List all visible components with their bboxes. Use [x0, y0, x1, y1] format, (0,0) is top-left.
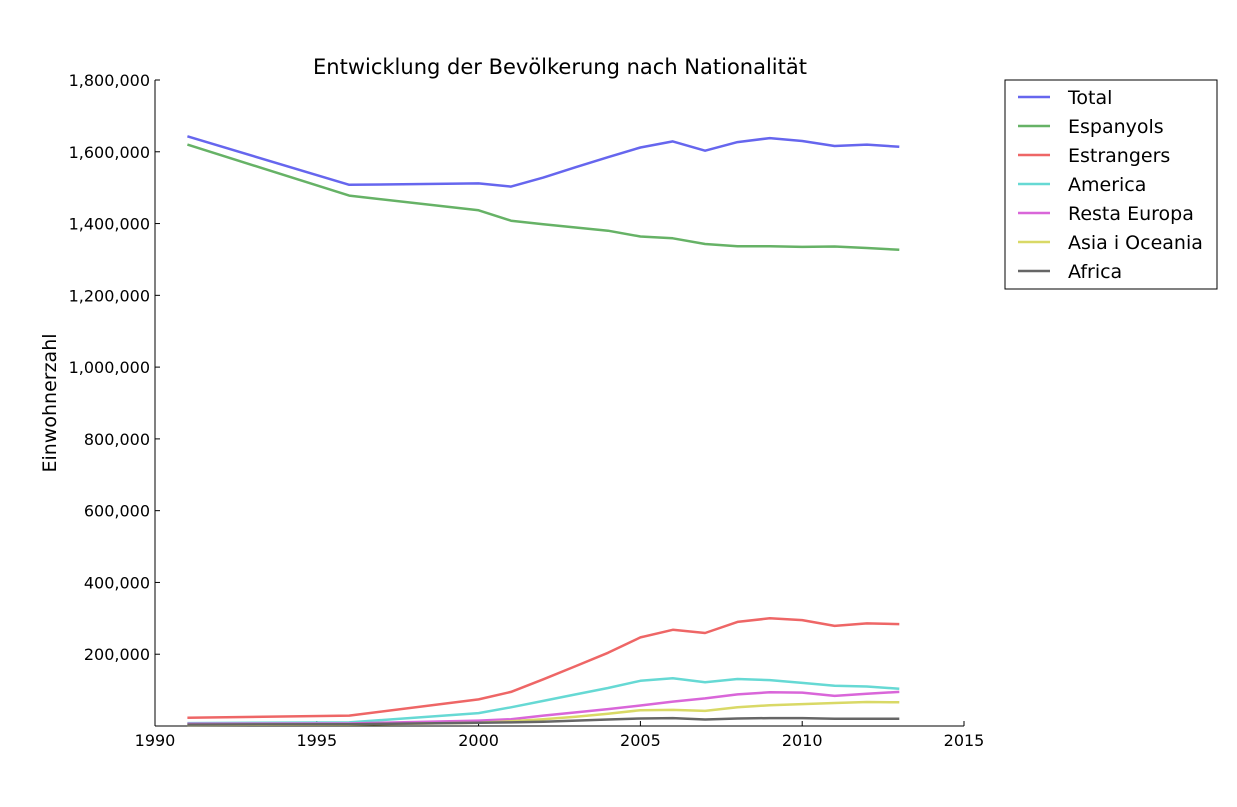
legend-label-estrangers: Estrangers	[1068, 145, 1170, 167]
x-tick-label: 1995	[296, 731, 337, 750]
y-axis-label: Einwohnerzahl	[39, 333, 61, 472]
legend-label-africa: Africa	[1068, 261, 1122, 283]
series-line-america	[187, 677, 900, 725]
y-tick-label: 200,000	[84, 645, 150, 664]
legend-label-america: America	[1068, 174, 1146, 196]
legend-label-total: Total	[1067, 87, 1112, 109]
y-tick-label: 1,400,000	[69, 215, 150, 234]
series-line-espanyols	[187, 143, 900, 252]
y-tick-label: 600,000	[84, 502, 150, 521]
y-tick-label: 1,600,000	[69, 143, 150, 162]
legend-label-resta-europa: Resta Europa	[1068, 203, 1194, 225]
legend: Total Espanyols Estrangers America Resta Eur…	[1004, 79, 1218, 290]
series-line-africa	[187, 716, 900, 726]
x-tick-label: 1990	[135, 731, 176, 750]
legend-label-espanyols: Espanyols	[1068, 116, 1164, 138]
x-tick-label: 2015	[944, 731, 985, 750]
legend-label-asia-i-oceania: Asia i Oceania	[1068, 232, 1203, 254]
x-tick-label: 2000	[458, 731, 499, 750]
y-tick-label: 1,000,000	[69, 358, 150, 377]
series-line-resta-europa	[187, 690, 900, 726]
x-tick-label: 2010	[782, 731, 823, 750]
series-line-estrangers	[187, 617, 900, 719]
series-line-total	[187, 135, 900, 188]
chart-title: Entwicklung der Bevölkerung nach Nationa…	[313, 55, 807, 79]
y-tick-label: 1,800,000	[69, 71, 150, 90]
x-tick-label: 2005	[620, 731, 661, 750]
y-tick-label: 800,000	[84, 430, 150, 449]
series-lines	[187, 135, 900, 727]
axis-ticks: 1990 1995 2000 2005 2010 2015 200,000 400,000 60…	[69, 71, 985, 750]
y-tick-label: 400,000	[84, 573, 150, 592]
y-tick-label: 1,200,000	[69, 286, 150, 305]
